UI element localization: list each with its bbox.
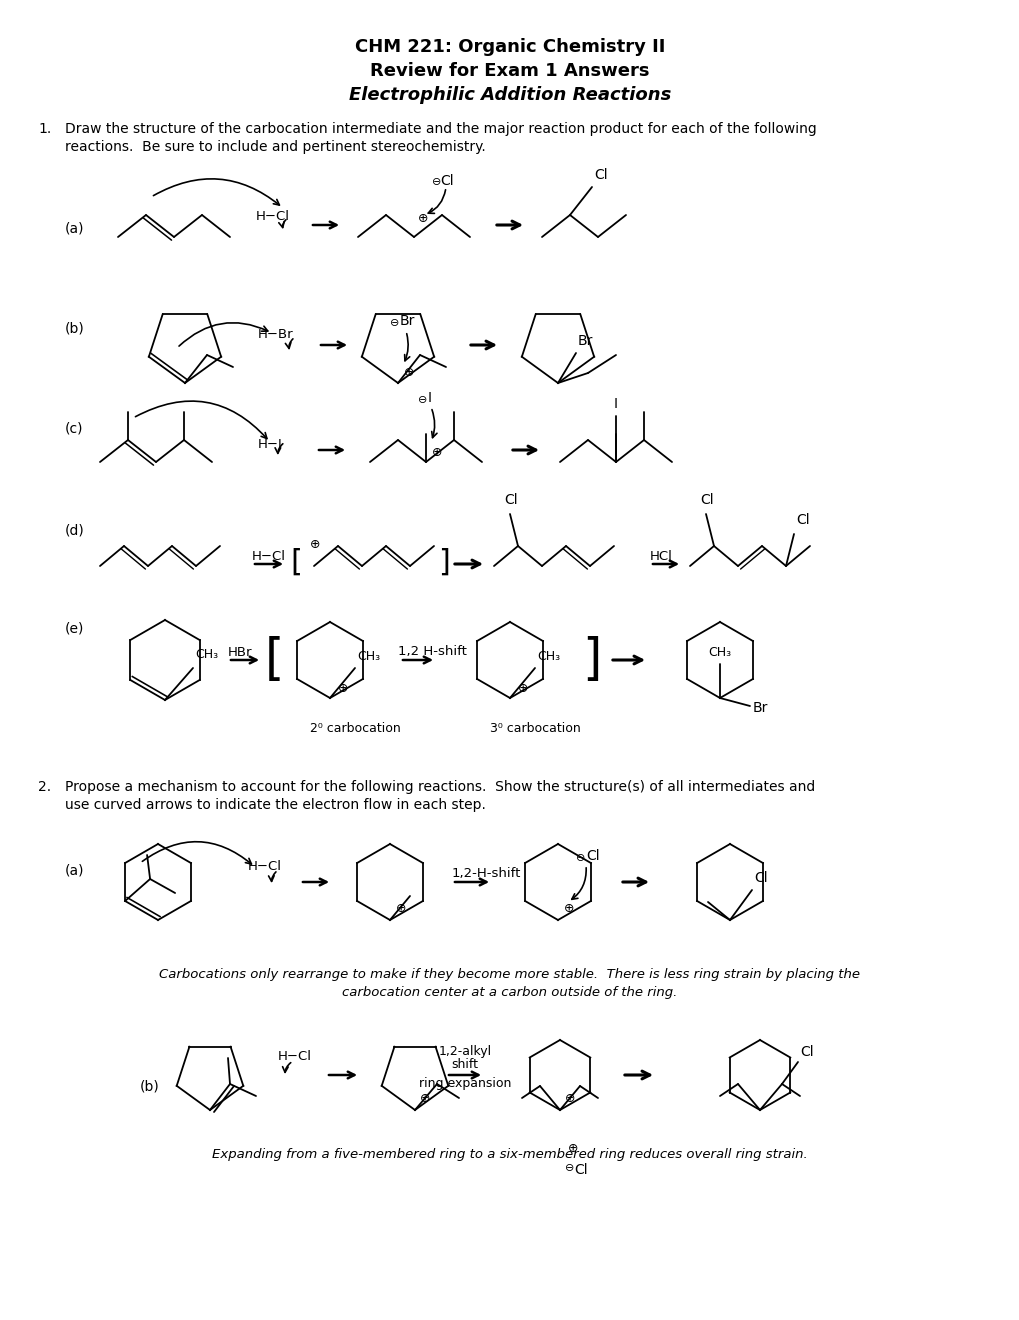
Text: Propose a mechanism to account for the following reactions.  Show the structure(: Propose a mechanism to account for the f… [65, 780, 814, 795]
Text: HBr: HBr [228, 645, 253, 659]
Text: reactions.  Be sure to include and pertinent stereochemistry.: reactions. Be sure to include and pertin… [65, 140, 485, 154]
Text: Cl: Cl [753, 871, 767, 884]
Text: Br: Br [578, 334, 593, 348]
Text: ]: ] [582, 636, 601, 684]
Text: Electrophilic Addition Reactions: Electrophilic Addition Reactions [348, 86, 671, 104]
Text: H−I: H−I [258, 438, 282, 451]
Text: HCl: HCl [649, 549, 673, 562]
Text: Draw the structure of the carbocation intermediate and the major reaction produc: Draw the structure of the carbocation in… [65, 121, 816, 136]
Text: Cl: Cl [799, 1045, 813, 1059]
Text: CH₃: CH₃ [708, 645, 731, 659]
Text: H−Cl: H−Cl [248, 861, 281, 874]
Text: shift: shift [451, 1059, 478, 1072]
Text: Cl: Cl [699, 492, 713, 507]
Text: ⊕: ⊕ [565, 1092, 575, 1105]
Text: ⊕: ⊕ [404, 367, 414, 380]
Text: I: I [613, 397, 618, 411]
Text: ⊖: ⊖ [389, 318, 399, 327]
Text: (e): (e) [65, 620, 85, 635]
Text: 1,2 H-shift: 1,2 H-shift [397, 645, 467, 659]
Text: Cl: Cl [593, 168, 607, 182]
Text: ⊕: ⊕ [395, 902, 407, 915]
Text: Br: Br [399, 314, 415, 327]
Text: CH₃: CH₃ [536, 649, 559, 663]
Text: 1,2-alkyl: 1,2-alkyl [438, 1044, 491, 1057]
Text: Expanding from a five-membered ring to a six-membered ring reduces overall ring : Expanding from a five-membered ring to a… [212, 1148, 807, 1162]
Text: ]: ] [437, 548, 449, 577]
Text: H−Br: H−Br [258, 329, 293, 342]
Text: 2.: 2. [38, 780, 51, 795]
Text: ⊕: ⊕ [432, 446, 442, 458]
Text: ⊖: ⊖ [432, 177, 441, 187]
Text: (a): (a) [65, 220, 85, 235]
Text: 1,2-H-shift: 1,2-H-shift [451, 867, 521, 880]
Text: (b): (b) [140, 1080, 160, 1094]
Text: Cl: Cl [795, 513, 809, 527]
Text: H−Cl: H−Cl [256, 210, 289, 223]
Text: Review for Exam 1 Answers: Review for Exam 1 Answers [370, 62, 649, 81]
Text: carbocation center at a carbon outside of the ring.: carbocation center at a carbon outside o… [342, 986, 677, 999]
Text: CH₃: CH₃ [357, 649, 380, 663]
Text: ⊖: ⊖ [418, 395, 427, 405]
Text: Carbocations only rearrange to make if they become more stable.  There is less r: Carbocations only rearrange to make if t… [159, 968, 860, 981]
Text: ⊕: ⊕ [310, 537, 320, 550]
Text: H−Cl: H−Cl [252, 549, 285, 562]
Text: (d): (d) [65, 523, 85, 537]
Text: (c): (c) [65, 421, 84, 436]
Text: ⊕: ⊕ [564, 902, 574, 915]
Text: 3⁰ carbocation: 3⁰ carbocation [489, 722, 580, 735]
Text: CH₃: CH₃ [195, 648, 218, 661]
Text: ⊕: ⊕ [568, 1142, 578, 1155]
Text: 1.: 1. [38, 121, 51, 136]
Text: Cl: Cl [574, 1163, 587, 1177]
Text: H−Cl: H−Cl [278, 1051, 312, 1064]
Text: [: [ [289, 548, 302, 577]
Text: ⊕: ⊕ [518, 681, 528, 694]
Text: [: [ [265, 636, 284, 684]
Text: Cl: Cl [503, 492, 517, 507]
Text: use curved arrows to indicate the electron flow in each step.: use curved arrows to indicate the electr… [65, 799, 485, 812]
Text: (b): (b) [65, 321, 85, 335]
Text: ⊕: ⊕ [420, 1092, 430, 1105]
Text: I: I [428, 391, 432, 405]
Text: ring expansion: ring expansion [419, 1077, 511, 1089]
Text: ⊕: ⊕ [337, 681, 348, 694]
Text: ⊖: ⊖ [576, 853, 585, 863]
Text: Cl: Cl [586, 849, 599, 863]
Text: ⊕: ⊕ [418, 213, 428, 226]
Text: (a): (a) [65, 863, 85, 876]
Text: ⊖: ⊖ [565, 1163, 574, 1173]
Text: CHM 221: Organic Chemistry II: CHM 221: Organic Chemistry II [355, 38, 664, 55]
Text: Br: Br [752, 701, 767, 715]
Text: Cl: Cl [439, 174, 453, 187]
Text: 2⁰ carbocation: 2⁰ carbocation [310, 722, 400, 735]
